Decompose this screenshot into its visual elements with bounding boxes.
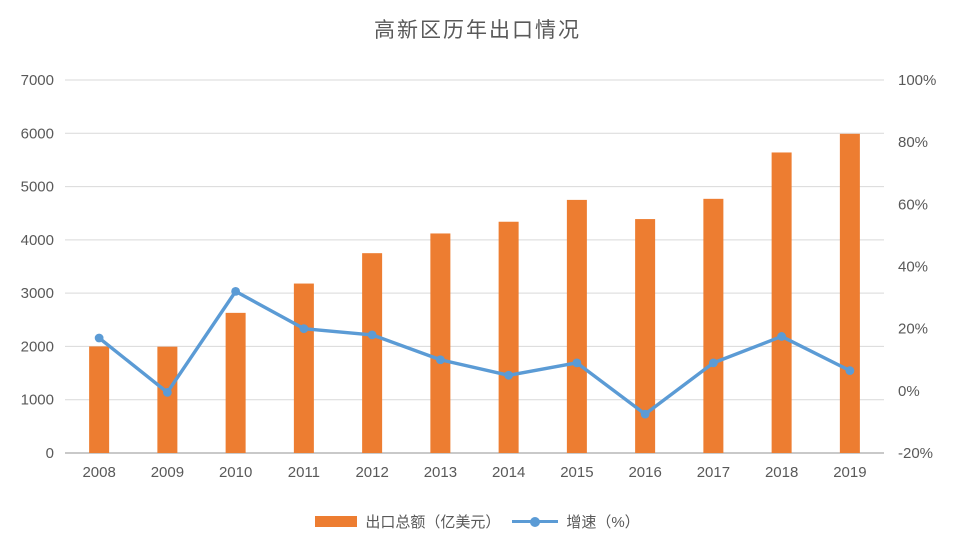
bar-2012 [362, 253, 383, 453]
right-axis-tick-label: 0% [898, 383, 920, 400]
bar-2009 [157, 346, 178, 453]
right-axis-tick-label: 20% [898, 321, 928, 338]
line-marker-2019 [845, 366, 855, 376]
left-axis-tick-label: 6000 [21, 125, 54, 142]
x-axis-label: 2014 [492, 464, 525, 481]
line-marker-2017 [708, 358, 718, 368]
line-marker-2016 [640, 409, 650, 419]
legend-label-exports: 出口总额（亿美元） [365, 514, 501, 531]
left-axis-tick-label: 4000 [21, 232, 54, 249]
right-axis-tick-label: 60% [898, 196, 928, 213]
left-axis-tick-label: 1000 [21, 392, 54, 409]
right-axis-tick-label: 80% [898, 134, 928, 151]
line-marker-2008 [94, 333, 104, 343]
bar-2011 [293, 283, 314, 453]
left-axis-tick-label: 0 [46, 445, 54, 462]
line-marker-2014 [504, 370, 514, 380]
left-axis-tick-label: 7000 [21, 72, 54, 89]
x-axis-label: 2008 [82, 464, 115, 481]
bar-2010 [225, 312, 246, 453]
x-axis-label: 2016 [628, 464, 661, 481]
x-axis-label: 2011 [288, 464, 320, 481]
bar-2019 [839, 133, 860, 453]
legend-item-growth: 增速（%） [512, 511, 640, 532]
x-axis-label: 2012 [355, 464, 388, 481]
bar-2016 [635, 219, 656, 453]
legend-label-growth: 增速（%） [566, 514, 640, 531]
x-axis-label: 2019 [833, 464, 866, 481]
legend: 出口总额（亿美元） 增速（%） [0, 511, 955, 532]
x-axis-label: 2009 [151, 464, 184, 481]
bar-series-swatch-icon [315, 516, 358, 527]
x-axis-label: 2018 [765, 464, 798, 481]
legend-item-exports: 出口总额（亿美元） [315, 511, 500, 532]
growth-line [97, 289, 852, 416]
left-axis-tick-label: 2000 [21, 338, 54, 355]
x-axis-label: 2013 [424, 464, 457, 481]
line-marker-2012 [367, 330, 377, 340]
bar-2017 [703, 198, 724, 453]
line-marker-2013 [435, 355, 445, 365]
chart-title: 高新区历年出口情况 [374, 18, 581, 42]
bar-2018 [771, 152, 792, 453]
bar-2008 [89, 346, 110, 453]
x-axis-label: 2015 [560, 464, 593, 481]
line-marker-2018 [777, 332, 787, 341]
line-marker-2015 [572, 358, 582, 368]
right-axis-tick-label: 100% [898, 72, 936, 89]
left-axis-tick-label: 3000 [21, 285, 54, 302]
bar-2015 [566, 199, 587, 453]
left-axis-tick-label: 5000 [21, 179, 54, 196]
line-marker-2009 [162, 387, 172, 397]
line-series-icon [512, 516, 559, 527]
bar-2014 [498, 221, 519, 453]
line-marker-2010 [231, 286, 241, 296]
x-axis-label: 2017 [697, 464, 730, 481]
line-marker-2011 [299, 324, 309, 334]
bar-2013 [430, 233, 451, 453]
line-dot-icon [530, 516, 541, 527]
right-axis-tick-label: -20% [898, 445, 933, 462]
x-axis-label: 2010 [219, 464, 252, 481]
right-axis-tick-label: 40% [898, 259, 928, 276]
